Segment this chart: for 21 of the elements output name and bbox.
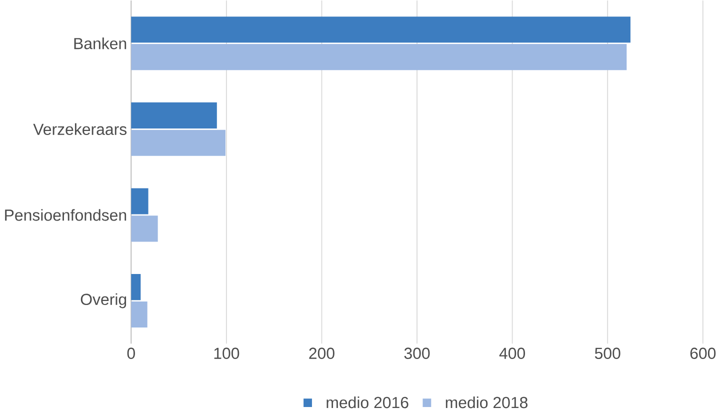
legend-label: medio 2016	[326, 396, 408, 408]
x-tick-label: 200	[309, 348, 334, 359]
bar	[131, 215, 158, 242]
y-tick-label: Overig	[80, 293, 126, 308]
x-tick-label: 400	[499, 348, 525, 359]
bar	[131, 102, 217, 128]
x-tick-label: 600	[690, 348, 716, 359]
y-tick-label: Banken	[74, 37, 126, 50]
bar	[131, 188, 148, 214]
y-tick-label: Pensioenfondsen	[5, 208, 126, 221]
bar	[131, 44, 627, 70]
bar	[131, 301, 148, 328]
x-tick-label: 100	[214, 348, 240, 359]
x-tick-label: 300	[404, 348, 430, 359]
y-tick-label: Verzekeraars	[33, 123, 127, 135]
x-tick-label: 0	[127, 348, 135, 359]
bar	[131, 130, 226, 156]
x-tick-label: 500	[594, 348, 620, 359]
bar	[131, 274, 141, 300]
legend-label: medio 2018	[446, 396, 528, 408]
bar	[131, 16, 630, 43]
